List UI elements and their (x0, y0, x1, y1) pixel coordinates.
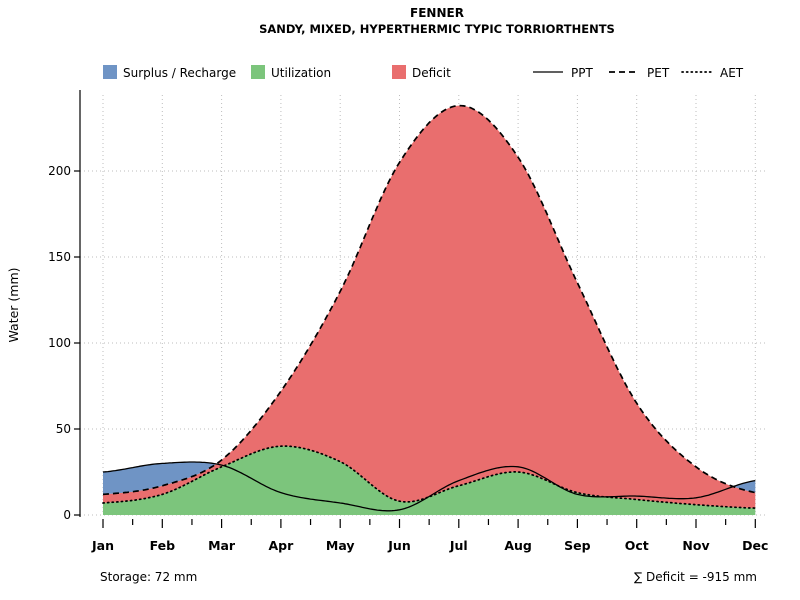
x-tick-label: Feb (150, 538, 176, 553)
y-tick-label: 0 (63, 508, 71, 522)
y-tick-label: 200 (48, 164, 71, 178)
storage-note: Storage: 72 mm (100, 570, 197, 584)
legend-label-aet: AET (720, 66, 744, 80)
legend-label-deficit: Deficit (412, 66, 451, 80)
x-tick-label: Nov (682, 538, 709, 553)
y-tick-label: 50 (56, 422, 71, 436)
x-tick-label: Sep (564, 538, 590, 553)
y-tick-label: 100 (48, 336, 71, 350)
legend-swatch-surplus (103, 65, 117, 79)
x-tick-label: Jul (449, 538, 468, 553)
chart-title: FENNER (410, 6, 464, 20)
legend-label-ppt: PPT (571, 66, 593, 80)
x-tick-label: Aug (504, 538, 532, 553)
legend-swatch-deficit (392, 65, 406, 79)
legend: Surplus / Recharge Utilization Deficit P… (103, 65, 744, 80)
pet-line (102, 104, 756, 496)
chart-subtitle: SANDY, MIXED, HYPERTHERMIC TYPIC TORRIOR… (259, 22, 615, 36)
ppt-line (102, 461, 756, 512)
x-tick-label: Dec (742, 538, 768, 553)
y-tick-label: 150 (48, 250, 71, 264)
x-tick-label: Mar (208, 538, 236, 553)
surplus-area (103, 462, 756, 495)
deficit-area (103, 105, 756, 509)
x-tick-label: Jun (387, 538, 410, 553)
utilization-area (103, 446, 756, 515)
y-axis-label: Water (mm) (6, 267, 21, 342)
plot-area: 0 50 100 150 200 Jan Feb Mar Apr May Jun Jul Aug Sep O… (48, 90, 768, 553)
aet-line (102, 445, 757, 509)
legend-label-surplus: Surplus / Recharge (123, 66, 236, 80)
legend-swatch-utilization (251, 65, 265, 79)
x-tick-label: May (326, 538, 355, 553)
deficit-note: ∑ Deficit = -915 mm (634, 570, 757, 584)
legend-label-pet: PET (647, 66, 670, 80)
x-tick-label: Apr (269, 538, 295, 553)
x-tick-label: Jan (91, 538, 114, 553)
x-tick-label: Oct (625, 538, 649, 553)
legend-label-utilization: Utilization (271, 66, 331, 80)
